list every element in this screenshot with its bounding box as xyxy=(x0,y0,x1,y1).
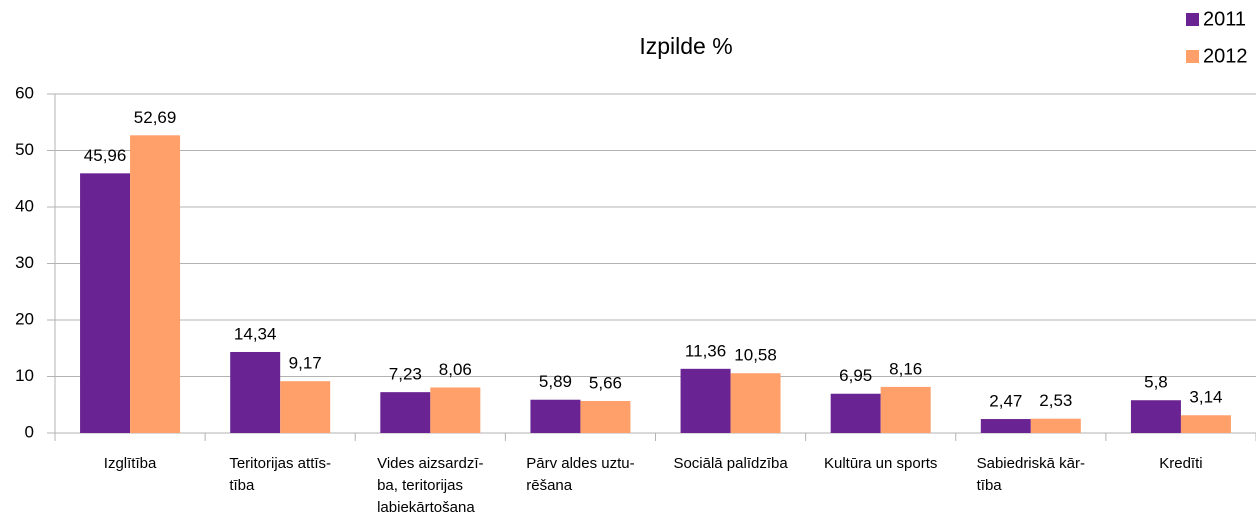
y-tick-label: 30 xyxy=(15,253,34,272)
value-label: 2,53 xyxy=(1039,391,1072,410)
value-label: 3,14 xyxy=(1189,388,1222,407)
bar xyxy=(530,399,581,433)
x-tick-label-line: Vides aizsardzī- xyxy=(377,455,483,472)
value-label: 2,47 xyxy=(989,392,1022,411)
y-tick-label: 20 xyxy=(15,309,34,328)
bar xyxy=(230,351,281,433)
x-tick-label-line: tība xyxy=(977,477,1003,494)
value-label: 5,89 xyxy=(539,372,572,391)
value-label: 14,34 xyxy=(234,324,277,343)
bar xyxy=(730,373,781,433)
bar xyxy=(880,386,931,433)
x-tick-label: Izglītība xyxy=(104,455,157,472)
x-tick-label-line: tība xyxy=(229,477,255,494)
y-tick-label: 10 xyxy=(15,366,34,385)
y-tick-label: 40 xyxy=(15,196,34,215)
bar xyxy=(980,419,1031,433)
value-label: 11,36 xyxy=(685,341,726,360)
bar xyxy=(430,387,481,433)
x-tick-label: Sociālā palīdzība xyxy=(673,455,788,472)
bar xyxy=(280,381,331,433)
legend-label: 2011 xyxy=(1203,8,1246,30)
value-label: 7,23 xyxy=(389,365,422,384)
x-tick-label-line: Pārv aldes uztu- xyxy=(526,455,634,472)
x-tick-label-line: ba, teritorijas xyxy=(377,477,463,494)
bar xyxy=(80,173,131,434)
x-tick-label: Kredīti xyxy=(1159,455,1202,472)
x-tick-label-line: Teritorijas attīs- xyxy=(229,455,331,472)
bar xyxy=(830,393,881,433)
value-label: 9,17 xyxy=(289,354,322,373)
value-label: 45,96 xyxy=(84,146,127,165)
x-tick-label: Sabiedriskā kār-tība xyxy=(977,455,1085,494)
legend-swatch xyxy=(1186,50,1199,63)
y-tick-label: 0 xyxy=(25,422,34,441)
x-tick-label: Pārv aldes uztu-rēšana xyxy=(526,455,634,494)
y-tick-label: 50 xyxy=(15,140,34,159)
value-label: 52,69 xyxy=(134,108,177,127)
x-tick-label-line: rēšana xyxy=(526,477,573,494)
legend-swatch xyxy=(1186,13,1199,26)
value-label: 6,95 xyxy=(839,366,872,385)
value-label: 10,58 xyxy=(734,346,777,365)
value-label: 5,66 xyxy=(589,374,622,393)
bar xyxy=(380,392,431,433)
bar xyxy=(680,368,731,433)
x-tick-label-line: labiekārtošana xyxy=(377,499,475,516)
value-label: 8,16 xyxy=(889,359,922,378)
x-tick-label: Vides aizsardzī-ba, teritorijas labiekārt… xyxy=(377,455,483,516)
x-tick-label-line: Sabiedriskā kār- xyxy=(977,455,1085,472)
x-tick-label: Kultūra un sports xyxy=(824,455,937,472)
bar xyxy=(1030,418,1081,433)
legend-label: 2012 xyxy=(1203,45,1248,67)
y-tick-label: 60 xyxy=(15,83,34,102)
chart-title: Izpilde % xyxy=(639,33,732,59)
value-label: 5,8 xyxy=(1144,373,1168,392)
bar xyxy=(1180,415,1231,433)
bar xyxy=(130,135,181,433)
bar xyxy=(1130,400,1181,433)
bar xyxy=(580,401,631,433)
x-tick-label: Teritorijas attīs-tība xyxy=(229,455,331,494)
value-label: 8,06 xyxy=(439,360,472,379)
